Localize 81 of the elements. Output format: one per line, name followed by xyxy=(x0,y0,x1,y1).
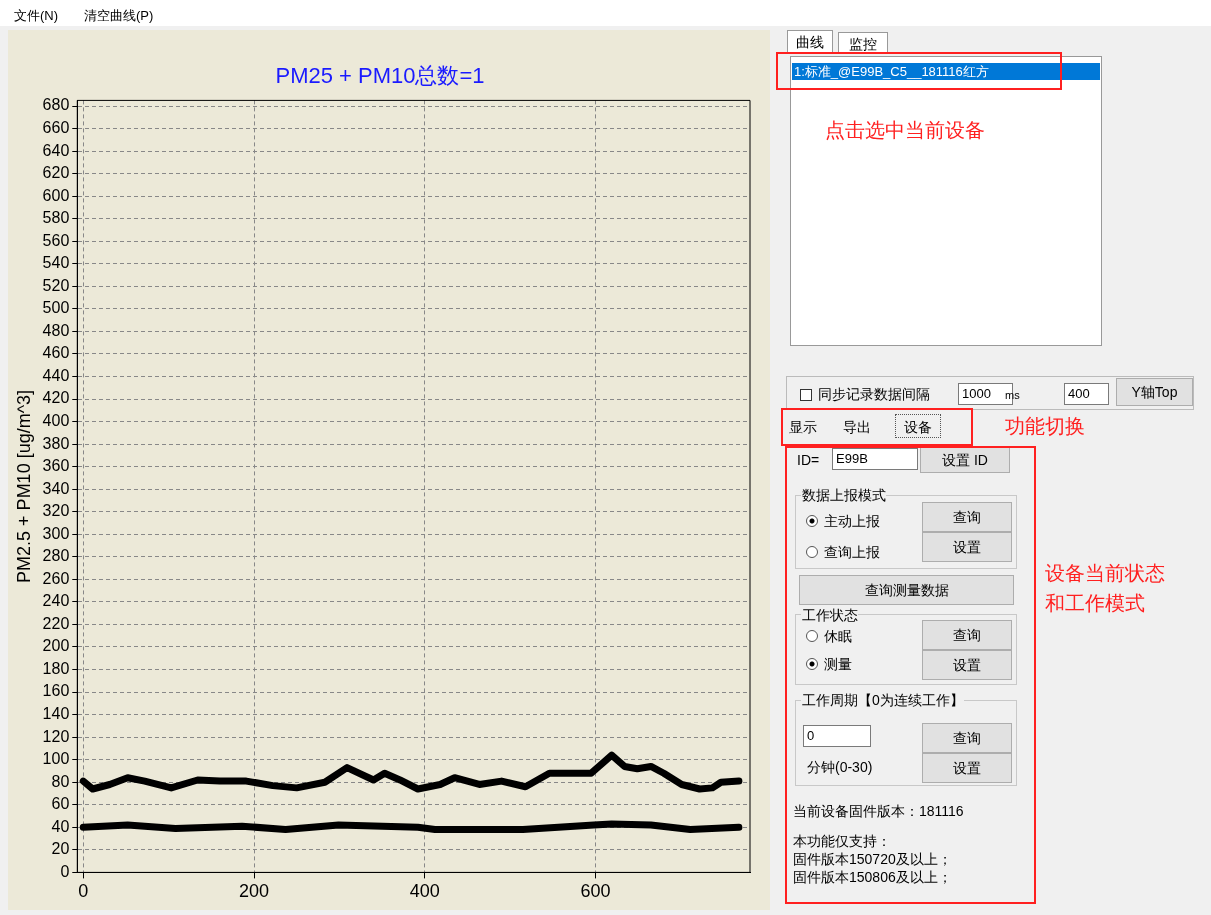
text: 工作状态 xyxy=(801,606,858,624)
text: 设置 xyxy=(922,650,1012,680)
y-tick-label: 160 xyxy=(42,682,70,700)
y-tick-label: 620 xyxy=(42,164,70,182)
text: 清空曲线(P) xyxy=(83,7,155,25)
text: 查询 xyxy=(922,723,1012,753)
text: 和工作模式 xyxy=(1045,591,1146,616)
x-tick-label: 600 xyxy=(580,881,611,902)
text: 导出 xyxy=(843,418,872,437)
text: 监控 xyxy=(838,32,888,54)
y-tick-label: 220 xyxy=(42,614,70,632)
y-tick-label: 180 xyxy=(42,659,70,677)
y-tick-label: 540 xyxy=(42,254,70,272)
x-tick-label: 200 xyxy=(238,881,270,902)
y-tick-label: 480 xyxy=(42,321,70,339)
text: 设置 xyxy=(922,753,1012,783)
y-tick-label: 560 xyxy=(42,231,70,249)
y-tick-label: 320 xyxy=(42,502,70,520)
y-tick-label: 400 xyxy=(42,412,70,429)
text: 设备当前状态 xyxy=(1045,561,1166,586)
y-axis-title: PM2.5 + PM10 [ug/m^3] xyxy=(13,389,34,583)
text: 曲线 xyxy=(787,30,833,52)
y-tick-label: 460 xyxy=(42,344,70,362)
text: 数据上报模式 xyxy=(801,486,886,504)
text: 本功能仅支持： xyxy=(793,832,892,850)
y-tick-label: 140 xyxy=(42,705,70,723)
x-tick-label: 400 xyxy=(409,881,440,902)
y-tick-label: 340 xyxy=(42,479,70,497)
y-tick-label: 600 xyxy=(42,186,70,204)
y-tick-label: 300 xyxy=(42,524,70,542)
y-tick-label: 360 xyxy=(42,457,70,475)
text: 设置 ID xyxy=(920,447,1010,473)
text: 当前设备固件版本：181116 xyxy=(793,802,965,820)
text: ms xyxy=(1005,388,1021,403)
text: 点击选中当前设备 xyxy=(825,118,986,143)
text: 设备 xyxy=(895,414,941,438)
text: 1000 xyxy=(962,386,991,401)
text: 固件版本150806及以上； xyxy=(793,868,953,886)
text: Y轴Top xyxy=(1116,378,1193,406)
chart-title: PM25 + PM10总数=1 xyxy=(275,63,485,89)
text: 休眠 xyxy=(824,627,853,645)
y-tick-label: 280 xyxy=(42,547,70,565)
text: 工作周期【0为连续工作】 xyxy=(801,691,964,709)
y-tick-label: 420 xyxy=(42,389,70,407)
text: 功能切换 xyxy=(1005,414,1086,439)
y-tick-label: 500 xyxy=(42,299,70,317)
text: E99B xyxy=(832,448,918,470)
text: 分钟(0-30) xyxy=(807,758,874,776)
text: ID= xyxy=(797,451,821,469)
y-tick-label: 240 xyxy=(42,592,70,610)
y-tick-label: 520 xyxy=(42,276,70,294)
y-tick-label: 200 xyxy=(42,637,70,655)
text: 查询 xyxy=(922,620,1012,650)
text: 1:标准_@E99B_C5__181116红方 xyxy=(792,63,1100,80)
y-tick-label: 380 xyxy=(42,434,70,452)
text: 文件(N) xyxy=(13,7,60,25)
y-tick-label: 0 xyxy=(60,862,70,880)
y-tick-label: 660 xyxy=(42,118,70,136)
y-tick-label: 580 xyxy=(42,209,70,227)
text: 主动上报 xyxy=(824,512,881,530)
y-tick-label: 260 xyxy=(42,569,70,587)
text: 查询 xyxy=(922,502,1012,532)
y-tick-label: 440 xyxy=(42,366,70,384)
text: 查询测量数据 xyxy=(799,575,1014,605)
text: 0 xyxy=(803,725,871,747)
x-tick-label: 0 xyxy=(78,881,89,902)
text: 设置 xyxy=(922,532,1012,562)
y-tick-label: 100 xyxy=(42,750,70,768)
text: 测量 xyxy=(824,655,853,673)
y-tick-label: 80 xyxy=(51,772,70,790)
y-tick-label: 680 xyxy=(42,96,70,114)
text: 400 xyxy=(1064,383,1109,405)
y-tick-label: 20 xyxy=(51,840,70,858)
y-tick-label: 40 xyxy=(51,817,70,835)
text: 固件版本150720及以上； xyxy=(793,850,953,868)
y-tick-label: 60 xyxy=(51,795,70,813)
text: 同步记录数据间隔 xyxy=(818,385,931,403)
text: 显示 xyxy=(789,418,818,437)
text: 查询上报 xyxy=(824,543,881,561)
y-tick-label: 640 xyxy=(42,141,70,159)
y-tick-label: 120 xyxy=(42,727,70,745)
